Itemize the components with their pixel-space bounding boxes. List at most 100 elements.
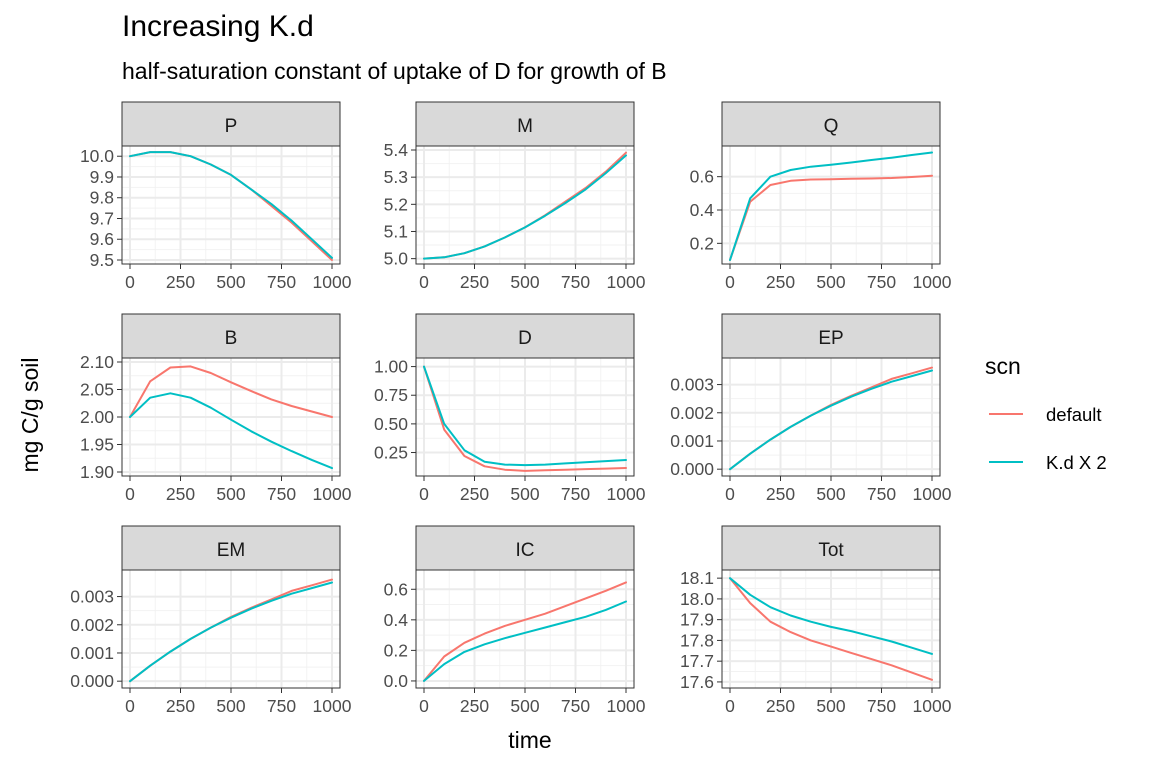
x-tick-label: 500 <box>216 272 245 292</box>
y-tick-label: 5.1 <box>384 221 408 241</box>
y-tick-label: 18.1 <box>680 568 714 588</box>
facet-panels: P 0 250 500 750 1000 9.59.69.79.89.910.0 M 0 250 5… <box>70 101 952 716</box>
x-tick-label: 250 <box>766 696 795 716</box>
y-tick-label: 9.7 <box>90 208 114 228</box>
y-tick-label: 0.002 <box>670 403 714 423</box>
series-line-k-d-x-2 <box>423 365 627 467</box>
x-tick-label: 750 <box>867 272 896 292</box>
x-tick-label: 0 <box>419 272 429 292</box>
y-tick-label: 2.00 <box>80 407 114 427</box>
y-tick-label: 0.25 <box>374 443 408 463</box>
panel-strip-label: D <box>518 328 532 349</box>
chart-title: Increasing K.d <box>122 10 314 43</box>
legend-label: K.d X 2 <box>1046 452 1107 473</box>
panel-strip <box>121 525 341 571</box>
x-tick-label: 750 <box>867 484 896 504</box>
series-line-default <box>423 365 627 472</box>
panel-border <box>121 569 341 689</box>
panel-strip-label: P <box>225 116 238 137</box>
panel-border <box>415 569 635 689</box>
x-tick-label: 250 <box>460 272 489 292</box>
chart-subtitle: half-saturation constant of uptake of D … <box>122 58 667 84</box>
panel-strip-label: IC <box>516 540 535 561</box>
x-tick-label: 500 <box>510 272 539 292</box>
y-tick-label: 1.90 <box>80 462 114 482</box>
x-tick-label: 0 <box>125 696 135 716</box>
series-line-k-d-x-2 <box>729 151 933 261</box>
x-tick-label: 250 <box>166 696 195 716</box>
x-tick-label: 1000 <box>607 484 646 504</box>
y-tick-label: 0.001 <box>670 431 714 451</box>
y-tick-label: 0.50 <box>374 414 408 434</box>
x-tick-label: 0 <box>125 272 135 292</box>
legend-label: default <box>1046 404 1102 425</box>
y-tick-label: 0.6 <box>690 167 714 187</box>
y-tick-label: 17.6 <box>680 672 714 692</box>
y-tick-label: 5.3 <box>384 167 408 187</box>
y-tick-label: 2.05 <box>80 380 114 400</box>
series-line-k-d-x-2 <box>729 369 933 471</box>
x-tick-label: 500 <box>816 272 845 292</box>
panel-strip-label: EP <box>818 328 843 349</box>
series-line-k-d-x-2 <box>423 600 627 682</box>
panel-strip-label: Q <box>824 116 839 137</box>
panel-strip <box>721 101 941 147</box>
panel-strip <box>415 101 635 147</box>
panel-tot: Tot 0 250 500 750 1000 17.617.717.817.918.018.… <box>680 525 952 716</box>
x-tick-label: 0 <box>419 484 429 504</box>
y-tick-label: 0.000 <box>70 671 114 691</box>
x-tick-label: 1000 <box>313 696 352 716</box>
y-tick-label: 10.0 <box>80 146 114 166</box>
panel-strip <box>415 525 635 571</box>
y-tick-label: 0.6 <box>384 579 408 599</box>
x-tick-label: 500 <box>216 484 245 504</box>
y-tick-label: 0.000 <box>670 459 714 479</box>
y-tick-label: 0.75 <box>374 385 408 405</box>
y-tick-label: 0.4 <box>690 200 715 220</box>
series-line-k-d-x-2 <box>129 392 333 470</box>
panel-p: P 0 250 500 750 1000 9.59.69.79.89.910.0 <box>80 101 352 292</box>
y-tick-label: 0.003 <box>670 375 714 395</box>
panel-border <box>721 145 941 265</box>
panel-strip <box>415 313 635 359</box>
x-tick-label: 250 <box>166 484 195 504</box>
y-tick-label: 5.4 <box>384 140 409 160</box>
y-tick-label: 0.003 <box>70 587 114 607</box>
x-axis-label: time <box>508 727 551 753</box>
panel-strip-label: M <box>517 116 533 137</box>
y-tick-label: 0.002 <box>70 615 114 635</box>
y-tick-label: 9.5 <box>90 250 114 270</box>
y-tick-label: 17.9 <box>680 610 714 630</box>
y-tick-label: 0.0 <box>384 671 409 691</box>
series-line-default <box>129 365 333 418</box>
y-axis-label: mg C/g soil <box>17 357 43 472</box>
panel-d: D 0 250 500 750 1000 0.25 0.50 0.75 1.00 <box>374 313 646 504</box>
legend-title: scn <box>985 353 1021 379</box>
x-tick-label: 0 <box>725 696 735 716</box>
y-tick-label: 18.0 <box>680 589 714 609</box>
panel-border <box>121 357 341 477</box>
panel-ep: EP 0 250 500 750 1000 0.000 0.001 0.002 0.003 <box>670 313 952 504</box>
panel-em: EM 0 250 500 750 1000 0.000 0.001 0.002 0.003 <box>70 525 352 716</box>
y-tick-label: 1.00 <box>374 357 408 377</box>
y-tick-label: 1.95 <box>80 435 114 455</box>
panel-m: M 0 250 500 750 1000 5.0 5.1 5.2 5.3 5.4 <box>384 101 646 292</box>
legend-item-k-d-x-2: K.d X 2 <box>989 452 1107 473</box>
x-tick-label: 1000 <box>607 696 646 716</box>
legend-item-default: default <box>989 404 1102 425</box>
panel-border <box>721 357 941 477</box>
x-tick-label: 1000 <box>913 696 952 716</box>
panel-b: B 0 250 500 750 1000 1.90 1.95 2.00 2.05 2.10 <box>80 313 352 504</box>
x-tick-label: 750 <box>561 484 590 504</box>
x-tick-label: 750 <box>267 696 296 716</box>
panel-ic: IC 0 250 500 750 1000 0.0 0.2 0.4 0.6 <box>384 525 646 716</box>
series-line-k-d-x-2 <box>129 581 333 683</box>
x-tick-label: 0 <box>725 272 735 292</box>
x-tick-label: 1000 <box>313 272 352 292</box>
x-tick-label: 1000 <box>607 272 646 292</box>
x-tick-label: 750 <box>561 272 590 292</box>
panel-border <box>415 357 635 477</box>
x-tick-label: 500 <box>510 484 539 504</box>
x-tick-label: 250 <box>766 272 795 292</box>
